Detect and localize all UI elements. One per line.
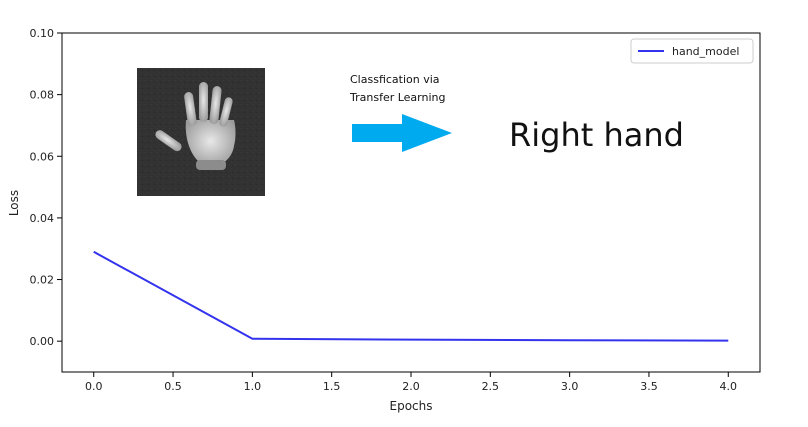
y-tick-label: 0.08 [30, 89, 55, 102]
caption-line-1: Classfication via [350, 73, 440, 86]
y-tick-label: 0.06 [30, 150, 55, 163]
x-tick-label: 1.0 [244, 380, 262, 393]
x-tick-label: 0.0 [85, 380, 103, 393]
series-line-hand-model [93, 250, 729, 342]
y-tick-label: 0.04 [30, 212, 55, 225]
y-tick-label: 0.10 [30, 27, 55, 40]
legend: hand_model [630, 38, 754, 64]
arrow-right-icon [352, 114, 452, 152]
y-tick-label: 0.02 [30, 274, 55, 287]
x-tick-label: 3.5 [640, 380, 658, 393]
result-label: Right hand [509, 116, 684, 154]
ticks-layer: 0.0 0.5 1.0 1.5 2.0 2.5 3.0 3.5 4.0 0.00 0.02 0.04 0… [30, 27, 738, 393]
x-axis-label: Epochs [390, 399, 433, 413]
legend-label-hand-model: hand_model [672, 45, 739, 58]
x-tick-label: 2.0 [402, 380, 420, 393]
hand-photo [137, 68, 265, 196]
x-tick-label: 0.5 [164, 380, 182, 393]
caption-line-2: Transfer Learning [349, 91, 445, 104]
series-layer [93, 250, 729, 342]
y-axis-label: Loss [7, 190, 21, 216]
legend-box [630, 38, 754, 64]
x-tick-label: 1.5 [323, 380, 341, 393]
x-tick-label: 2.5 [482, 380, 500, 393]
x-tick-label: 3.0 [561, 380, 579, 393]
y-tick-label: 0.00 [30, 335, 55, 348]
x-tick-label: 4.0 [720, 380, 738, 393]
